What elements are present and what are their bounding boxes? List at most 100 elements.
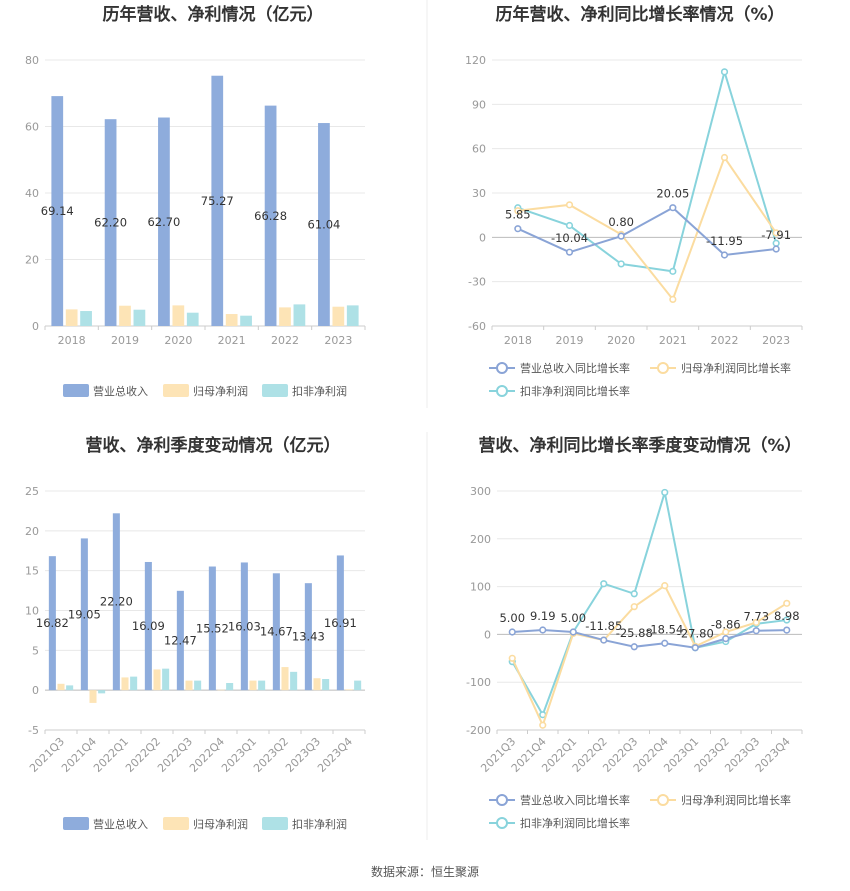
point-net-growth — [630, 603, 638, 611]
point-data-label: 8.98 — [774, 609, 800, 623]
legend-label-deducted-profit[interactable]: 扣非净利润 — [292, 817, 347, 831]
point-deducted-growth — [661, 488, 669, 497]
bar-revenue — [272, 573, 280, 691]
bar-data-label: 61.04 — [307, 218, 340, 232]
bar-revenue — [51, 96, 64, 326]
legend-label-net-profit[interactable]: 归母净利润 — [193, 384, 248, 398]
point-revenue-growth — [722, 635, 730, 643]
bar-deducted-profit — [354, 680, 362, 691]
legend-label-net-profit[interactable]: 归母净利润 — [193, 817, 248, 831]
point-revenue-growth — [669, 204, 677, 212]
legend-label-net-growth[interactable]: 归母净利润同比增长率 — [681, 361, 791, 375]
point-data-label: -27.80 — [677, 627, 714, 641]
point-revenue-growth — [539, 626, 547, 634]
legend-marker-revenue-growth[interactable] — [496, 362, 508, 374]
legend: 营业总收入 归母净利润 扣非净利润 — [63, 817, 347, 831]
bar-deducted-profit — [258, 680, 266, 691]
legend-swatch-deducted-profit[interactable] — [262, 384, 288, 397]
legend-swatch-revenue[interactable] — [63, 817, 89, 830]
bar-revenue — [208, 566, 216, 691]
bar-net-profit — [249, 680, 257, 691]
bar-data-label: 69.14 — [41, 204, 74, 218]
bar-net-profit — [279, 307, 291, 326]
y-tick-label: -30 — [468, 276, 486, 289]
bar-revenue — [318, 123, 330, 327]
point-revenue-growth — [661, 639, 669, 647]
point-revenue-growth — [720, 251, 729, 259]
y-tick-label: 60 — [472, 143, 486, 156]
annual-growth-chart: 历年营收、净利同比增长率情况（%） -60 -30 0 30 60 90 120 2018 20… — [465, 4, 803, 398]
point-net-growth — [752, 618, 760, 627]
legend-swatch-net-profit[interactable] — [163, 817, 189, 830]
x-tick-label: 2023 — [324, 334, 352, 347]
point-net-growth — [669, 295, 677, 304]
point-revenue-growth — [691, 644, 699, 652]
legend-swatch-deducted-profit[interactable] — [262, 817, 288, 830]
point-data-label: 20.05 — [656, 187, 689, 201]
bar-revenue — [176, 590, 184, 691]
legend-label-revenue-growth[interactable]: 营业总收入同比增长率 — [520, 361, 630, 375]
point-data-label: 0.80 — [608, 215, 634, 229]
legend-label-deducted-growth[interactable]: 扣非净利润同比增长率 — [520, 384, 630, 398]
y-tick-label: 5 — [32, 644, 39, 657]
bar-deducted-profit — [293, 304, 306, 326]
legend-label-revenue[interactable]: 营业总收入 — [93, 384, 148, 398]
y-tick-label: 100 — [470, 581, 491, 594]
legend-marker-deducted-growth[interactable] — [496, 385, 508, 397]
point-net-growth — [772, 229, 780, 237]
legend-marker-revenue-growth[interactable] — [496, 794, 508, 806]
point-net-growth — [565, 201, 574, 209]
bar-revenue — [80, 538, 88, 691]
point-deducted-growth — [600, 580, 608, 588]
y-tick-label: 120 — [465, 54, 486, 67]
bar-data-label: 12.47 — [164, 633, 197, 647]
bar-deducted-profit — [186, 312, 199, 326]
line-revenue-growth — [512, 629, 787, 649]
bar-net-profit — [313, 678, 321, 691]
y-tick-label: 90 — [472, 98, 486, 111]
bar-net-profit — [345, 689, 353, 691]
legend-marker-net-growth[interactable] — [657, 794, 669, 806]
legend: 营业总收入同比增长率 归母净利润同比增长率 扣非净利润同比增长率 — [489, 361, 791, 398]
legend-label-net-growth[interactable]: 归母净利润同比增长率 — [681, 793, 791, 807]
legend: 营业总收入 归母净利润 扣非净利润 — [63, 384, 347, 398]
legend-marker-deducted-growth[interactable] — [496, 817, 508, 829]
point-data-label: -11.85 — [585, 619, 622, 633]
legend-label-revenue[interactable]: 营业总收入 — [93, 817, 148, 831]
point-data-label: -11.95 — [706, 234, 743, 248]
bar-data-label: 16.91 — [324, 616, 357, 630]
point-revenue-growth — [600, 636, 608, 644]
legend-swatch-revenue[interactable] — [63, 384, 89, 397]
x-tick-label: 2023 — [762, 334, 790, 347]
point-net-growth — [722, 628, 730, 636]
x-tick-label: 2022 — [271, 334, 299, 347]
bar-revenue — [211, 75, 224, 326]
legend-label-deducted-profit[interactable]: 扣非净利润 — [292, 384, 347, 398]
bar-data-label: 14.67 — [260, 625, 293, 639]
y-tick-label: 0 — [32, 684, 39, 697]
bar-net-profit — [217, 689, 225, 691]
bar-data-label: 15.52 — [196, 621, 229, 635]
point-revenue-growth — [565, 248, 574, 256]
bar-data-label: 66.28 — [254, 209, 287, 223]
y-tick-label: 20 — [25, 525, 39, 538]
legend-label-deducted-growth[interactable]: 扣非净利润同比增长率 — [520, 816, 630, 830]
bar-data-label: 16.03 — [228, 619, 261, 633]
legend-marker-net-growth[interactable] — [657, 362, 669, 374]
point-deducted-growth — [720, 68, 729, 76]
bar-data-label: 75.27 — [201, 194, 234, 208]
point-data-label: -7.91 — [761, 228, 791, 242]
y-tick-label: -100 — [466, 676, 491, 689]
legend-swatch-net-profit[interactable] — [163, 384, 189, 397]
y-tick-label: 0 — [484, 628, 491, 641]
bar-revenue — [112, 513, 120, 691]
x-tick-label: 2019 — [556, 334, 584, 347]
point-net-growth — [783, 599, 791, 607]
bar-data-label: 13.43 — [292, 630, 325, 644]
chart-title: 历年营收、净利情况（亿元） — [103, 4, 324, 25]
point-deducted-growth — [630, 590, 638, 598]
y-tick-label: 200 — [470, 533, 491, 546]
bar-net-profit — [65, 309, 78, 326]
legend-label-revenue-growth[interactable]: 营业总收入同比增长率 — [520, 793, 630, 807]
